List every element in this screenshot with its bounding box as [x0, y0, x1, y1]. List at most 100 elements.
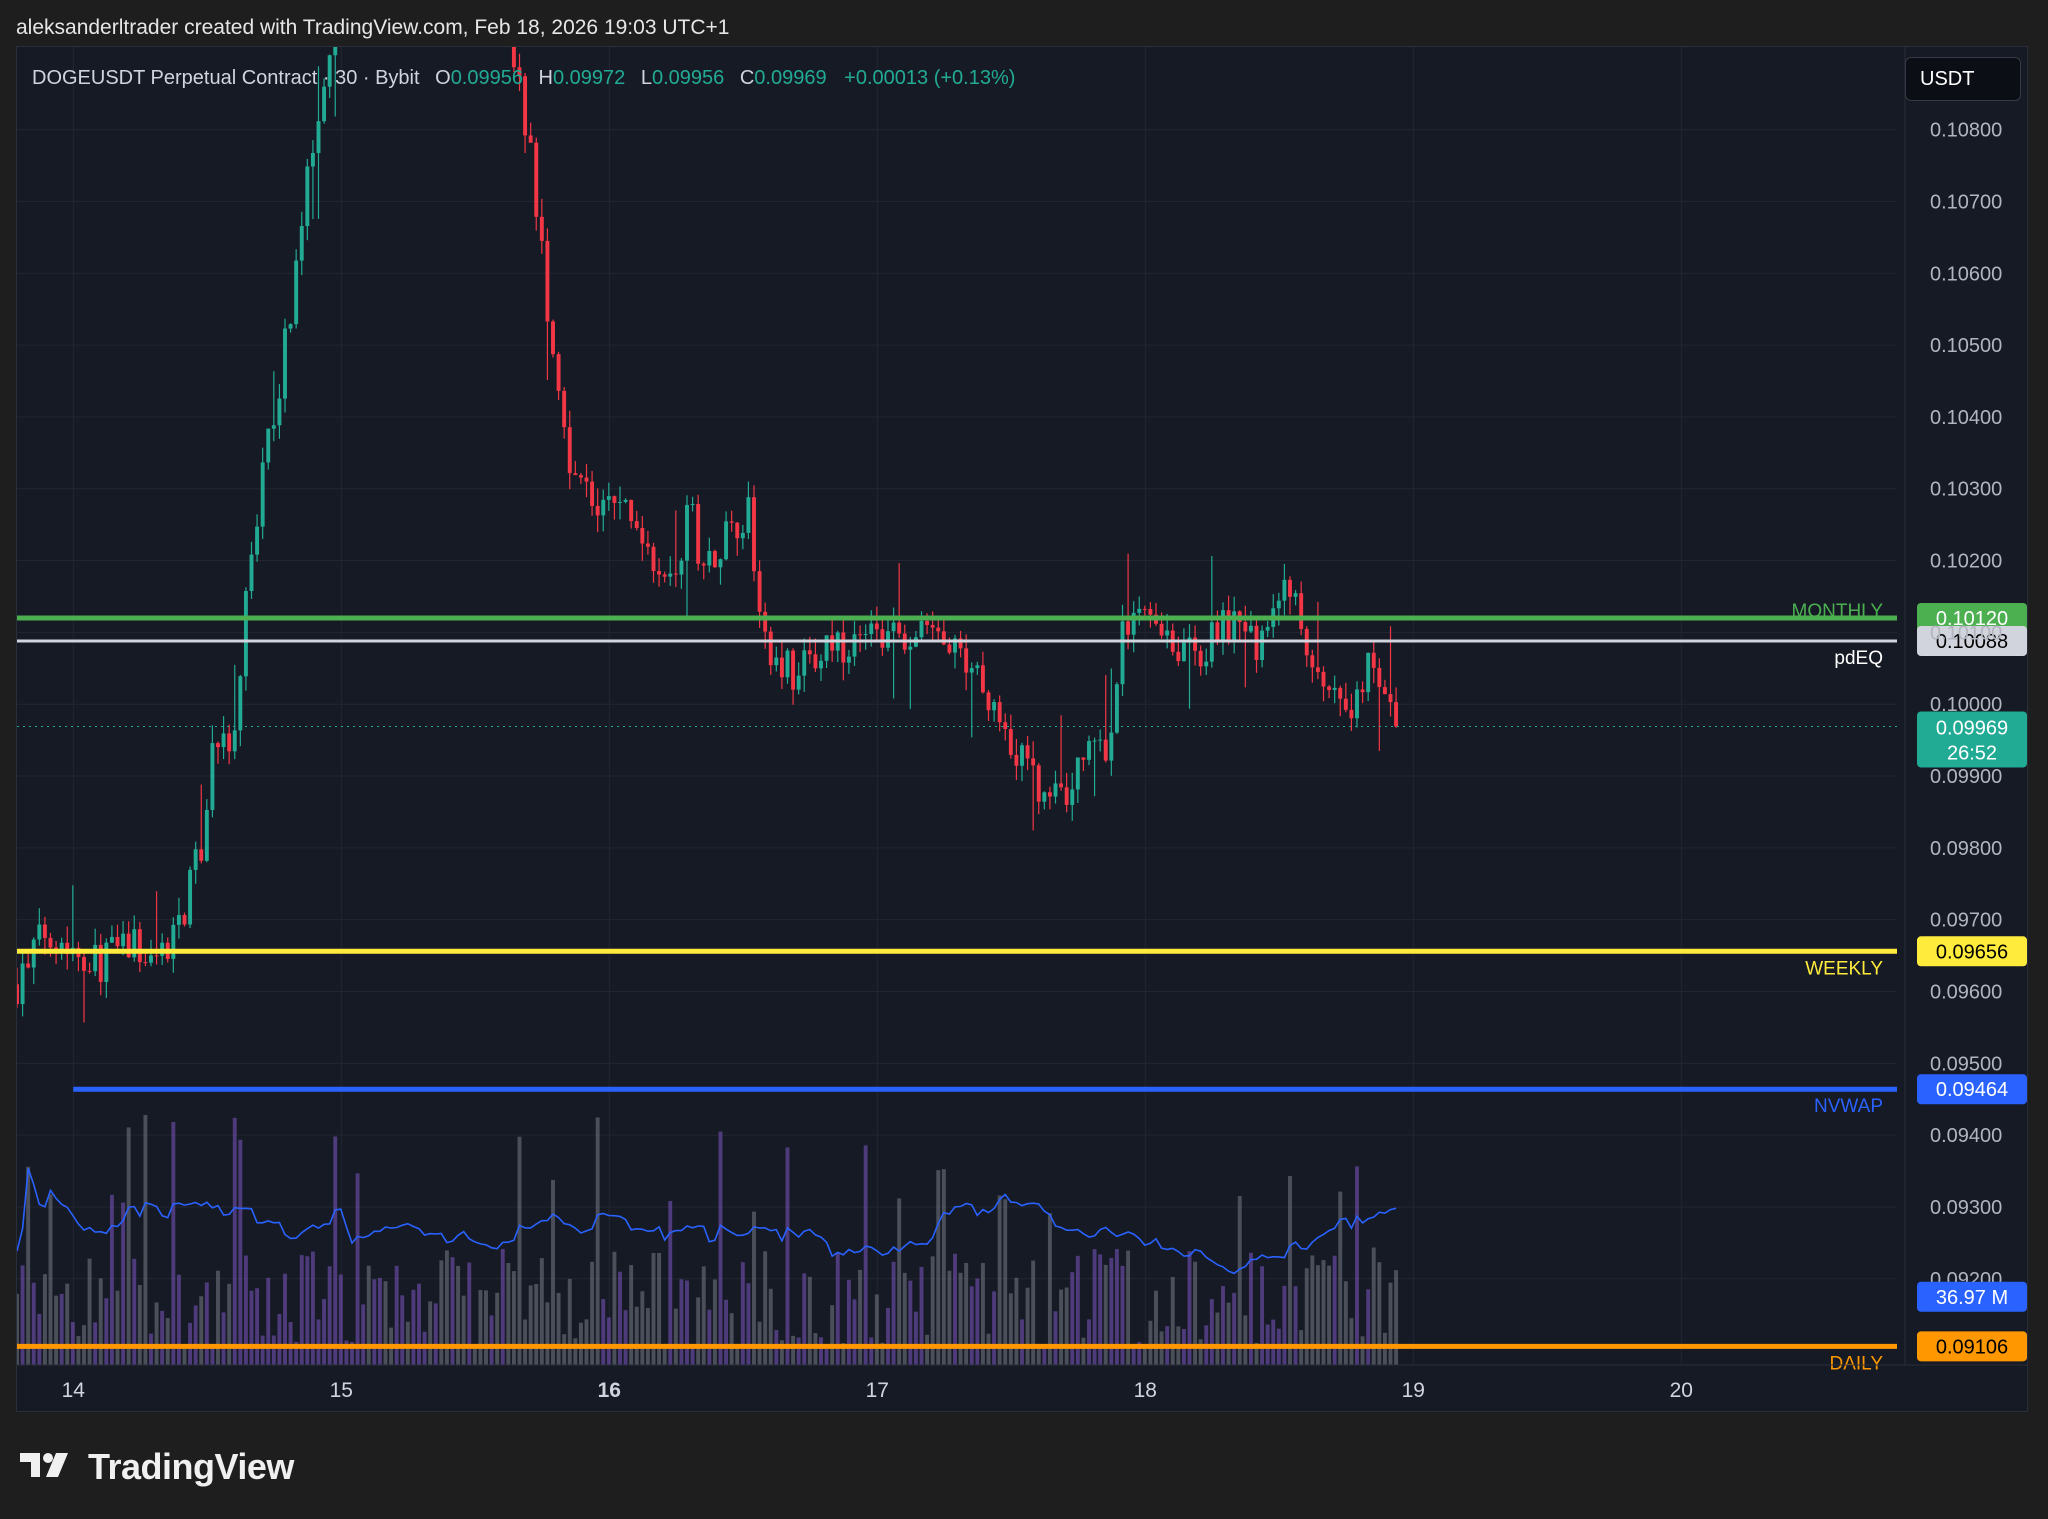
candle-body — [1003, 722, 1008, 729]
volume-bar — [232, 1117, 237, 1365]
volume-bar — [1338, 1191, 1343, 1365]
y-tick-label: 0.10200 — [1930, 551, 2002, 573]
level-price-tag-monthly — [1917, 603, 2027, 634]
y-tick-label: 0.09500 — [1930, 1053, 2002, 1075]
candle-body — [1059, 783, 1064, 788]
volume-bar — [913, 1311, 918, 1365]
volume-bar — [1209, 1299, 1214, 1365]
candle-body — [824, 635, 829, 661]
candle-body — [17, 984, 19, 1005]
candle-body — [1198, 650, 1203, 667]
candle-body — [612, 496, 617, 503]
candle-body — [551, 321, 555, 355]
low-label: L — [640, 67, 652, 89]
candle-body — [941, 631, 946, 645]
volume-bar — [584, 1319, 589, 1365]
candle-body — [813, 654, 818, 669]
candle-body — [1053, 783, 1058, 797]
candle-body — [930, 624, 935, 628]
candle-body — [997, 702, 1002, 723]
volume-bar — [757, 1321, 762, 1365]
candle-body — [958, 638, 963, 649]
volume-bar — [478, 1290, 483, 1365]
level-price-weekly: 0.09656 — [1936, 941, 2008, 963]
candle-body — [1081, 757, 1086, 760]
symbol-title[interactable]: DOGEUSDT Perpetual Contract · 30 · Bybit — [32, 67, 420, 89]
candle-body — [634, 521, 639, 528]
volume-bar — [668, 1200, 673, 1365]
volume-bar — [768, 1288, 773, 1365]
volume-bar — [673, 1308, 678, 1365]
volume-bar — [802, 1273, 807, 1365]
candle-body — [1142, 608, 1147, 610]
candle-body — [1120, 621, 1125, 685]
open-label: O — [435, 67, 451, 89]
volume-bar — [1148, 1320, 1153, 1365]
candle-body — [774, 657, 779, 666]
volume-bar — [830, 1305, 835, 1365]
candle-body — [651, 546, 656, 572]
currency-button[interactable]: USDT — [1905, 57, 2021, 101]
volume-bar — [37, 1313, 42, 1365]
volume-bar — [1343, 1281, 1348, 1365]
volume-bar — [623, 1310, 628, 1365]
candle-body — [154, 955, 159, 957]
candle-body — [1031, 758, 1036, 766]
volume-bar — [986, 1333, 991, 1365]
candle-body — [969, 668, 974, 673]
volume-bar — [612, 1251, 617, 1365]
candle-body — [746, 497, 751, 533]
volume-bar — [294, 1341, 299, 1365]
x-tick-label: 15 — [330, 1379, 353, 1402]
volume-bar — [975, 1278, 980, 1365]
candle-body — [668, 573, 673, 577]
volume-bar — [428, 1301, 433, 1365]
volume-bar — [1260, 1266, 1265, 1365]
volume-bar — [657, 1253, 662, 1365]
candle-body — [216, 743, 220, 748]
volume-bar — [724, 1299, 729, 1365]
chart-panel[interactable]: MONTHLY 0.10120 pdEQ 0.10088 WEEKLY 0.09656 NV… — [16, 46, 2028, 1412]
volume-bar — [439, 1260, 444, 1365]
tradingview-brand[interactable]: TradingView — [20, 1446, 294, 1488]
candle-body — [562, 390, 567, 428]
volume-bar — [472, 1344, 477, 1365]
volume-bar — [651, 1253, 656, 1365]
candle-body — [846, 656, 851, 663]
volume-bar — [137, 1284, 142, 1365]
level-label-monthly: MONTHLY — [1792, 601, 1884, 622]
candle-body — [199, 849, 204, 861]
candle-body — [1232, 611, 1237, 641]
candle-body — [830, 635, 835, 651]
volume-bar — [1193, 1261, 1198, 1365]
volume-bar — [484, 1290, 488, 1365]
volume-bar — [355, 1173, 360, 1365]
price-chart[interactable]: MONTHLY 0.10120 pdEQ 0.10088 WEEKLY 0.09656 NV… — [17, 47, 2027, 1411]
volume-bar — [662, 1343, 667, 1365]
candle-body — [724, 521, 729, 560]
candle-body — [657, 571, 662, 575]
volume-bar — [897, 1198, 902, 1365]
volume-bar — [1142, 1344, 1147, 1365]
candle-body — [271, 425, 276, 429]
candle-body — [1371, 652, 1376, 668]
candle-body — [712, 551, 717, 568]
candle-body — [238, 676, 243, 731]
volume-bar — [517, 1136, 522, 1365]
volume-bar — [618, 1271, 622, 1365]
candle-body — [768, 631, 773, 666]
volume-bar — [193, 1305, 198, 1365]
y-tick-label: 0.09900 — [1930, 766, 2002, 788]
volume-bar — [852, 1299, 857, 1365]
volume-bar — [344, 1340, 349, 1365]
volume-bar — [1036, 1344, 1041, 1365]
volume-bar — [997, 1195, 1002, 1365]
candle-body — [1260, 630, 1265, 661]
candle-body — [1388, 694, 1393, 703]
volume-bar — [283, 1273, 287, 1365]
candle-body — [266, 428, 271, 463]
candle-body — [42, 924, 47, 938]
candle-body — [1265, 626, 1270, 631]
volume-bar — [377, 1277, 382, 1365]
level-label-nvwap: NVWAP — [1814, 1096, 1883, 1117]
